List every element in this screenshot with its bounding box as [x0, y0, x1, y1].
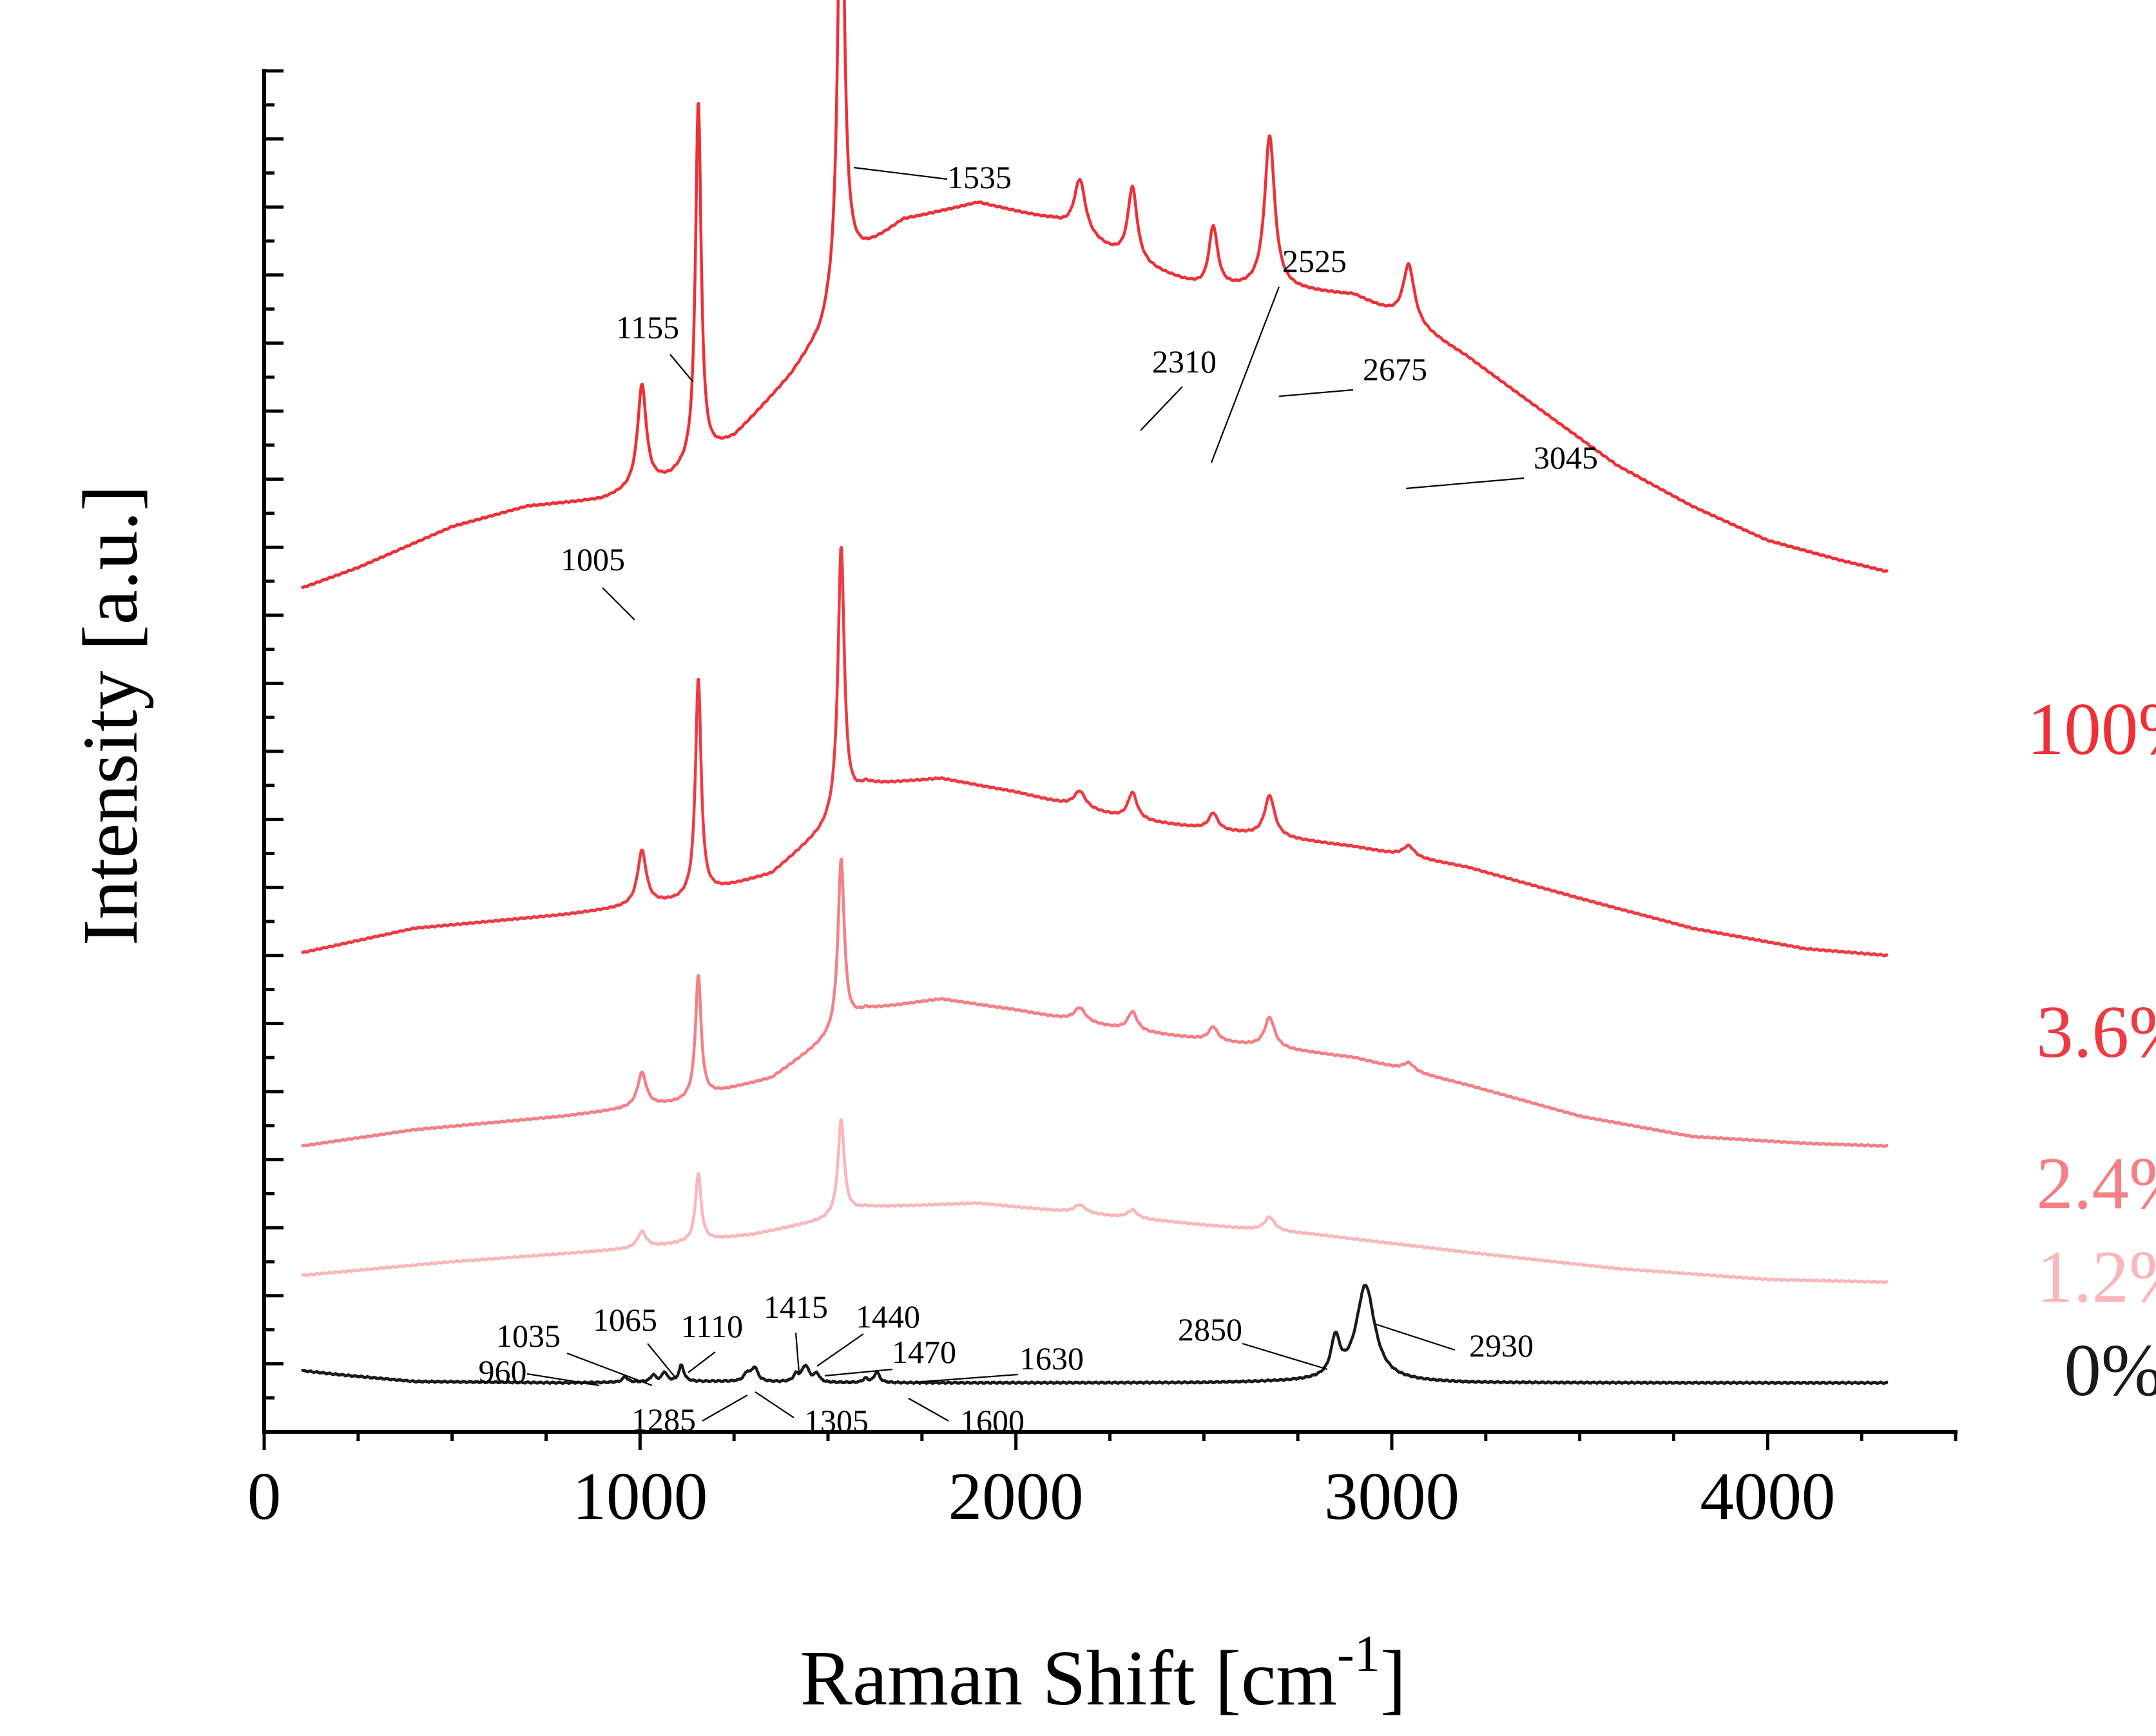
x-axis-title: Raman Shift [cm-1] [800, 1626, 1407, 1722]
peak-label: 1440 [856, 1298, 920, 1335]
peak-leader-line [824, 1368, 893, 1377]
peak-label: 1155 [616, 309, 679, 345]
x-axis-title-main: Raman Shift [cm [800, 1635, 1338, 1722]
peak-leader-line [566, 1352, 653, 1387]
peak-leader-line [702, 1394, 748, 1422]
peak-leader-line [1210, 286, 1280, 463]
x-axis-title-superscript: -1 [1337, 1626, 1380, 1683]
series-label: 2.4% [2036, 1143, 2156, 1224]
series-label: 1.2% [2036, 1236, 2156, 1318]
peak-leader-line [1140, 386, 1183, 431]
x-tick-label: 2000 [948, 1458, 1084, 1534]
peak-label: 1035 [496, 1318, 561, 1354]
peak-label: 960 [479, 1353, 527, 1389]
peak-label: 1305 [804, 1403, 869, 1439]
series-layer [300, 0, 1889, 1385]
peak-label: 3045 [1534, 439, 1598, 476]
peak-leader-line [1375, 1323, 1456, 1351]
peak-leader-line [1242, 1342, 1328, 1371]
peak-label: 1600 [960, 1403, 1025, 1439]
peak-label: 1005 [561, 541, 625, 577]
peak-leader-line [816, 1333, 864, 1367]
peak-leader-line [669, 354, 693, 382]
peak-leader-line [526, 1373, 600, 1387]
peak-leader-line [853, 166, 948, 180]
y-axis-title: Intensity [a.u.] [67, 485, 154, 946]
x-tick-label: 1000 [572, 1458, 707, 1534]
spectrum-line-1-2pct [300, 1118, 1889, 1284]
peak-leader-line [1278, 389, 1354, 398]
peak-leader-line [647, 1343, 677, 1380]
spectrum-line-3-6pct [300, 546, 1889, 958]
peak-label: 2310 [1152, 343, 1217, 380]
x-tick-label: 4000 [1700, 1458, 1835, 1534]
peak-leader-line [755, 1391, 794, 1418]
peak-label: 2850 [1178, 1311, 1242, 1347]
peak-leader-line [794, 1332, 800, 1373]
axes-layer: 0 1000 2000 3000 4000 [247, 69, 1958, 1534]
peak-label: 2930 [1469, 1327, 1534, 1364]
spectrum-line-0pct [300, 1284, 1889, 1385]
peak-label: 1415 [764, 1289, 828, 1325]
spectrum-line-2-4pct [300, 857, 1889, 1148]
series-label: 100% [2027, 688, 2156, 770]
spectrum-line-100pct [300, 0, 1889, 590]
x-axis-ticks: 0 1000 2000 3000 4000 [247, 1432, 1958, 1534]
y-axis-ticks [264, 69, 284, 1434]
peak-leader-line [602, 587, 635, 621]
x-tick-label: 3000 [1324, 1458, 1459, 1534]
peak-leader-line [1405, 477, 1525, 490]
x-axis-title-end: ] [1380, 1635, 1407, 1722]
peak-label: 1110 [681, 1308, 743, 1344]
peak-leader-line [914, 1373, 1019, 1384]
peak-label: 1630 [1019, 1340, 1084, 1376]
peak-label: 2675 [1363, 351, 1427, 387]
peak-label: 1065 [593, 1302, 657, 1338]
series-label: 0% [2064, 1329, 2156, 1411]
peak-label: 1535 [947, 159, 1012, 195]
series-labels: 100% 3.6% 2.4% 1.2% 0% [2027, 688, 2156, 1411]
peak-leader-line [688, 1351, 716, 1373]
peak-leader-line [908, 1398, 949, 1422]
series-label: 3.6% [2036, 991, 2156, 1073]
peak-label: 1470 [892, 1334, 956, 1370]
peak-label: 1285 [631, 1402, 696, 1438]
x-tick-label: 0 [247, 1458, 282, 1534]
peak-label: 2525 [1282, 243, 1347, 279]
